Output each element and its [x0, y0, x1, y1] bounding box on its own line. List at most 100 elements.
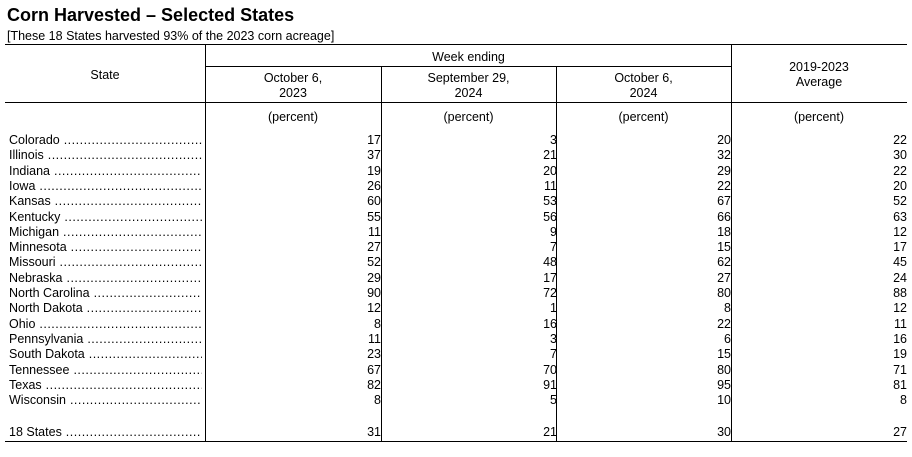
cell-c2: 3 [550, 331, 557, 346]
col-divider-2 [381, 66, 382, 442]
cell-c2: 1 [550, 301, 557, 316]
unit-col1: (percent) [267, 110, 319, 124]
cell-c1: 29 [367, 270, 381, 285]
cell-c1: 8 [374, 316, 381, 331]
leader-dots: ........................................… [86, 301, 202, 316]
leader-dots: ........................................… [45, 377, 202, 392]
cell-c3: 10 [717, 393, 731, 408]
cell-c2: 11 [544, 178, 557, 193]
cell-c1: 12 [367, 301, 381, 316]
cell-c2: 16 [543, 316, 557, 331]
row-label: Wisconsin ..............................… [9, 393, 202, 408]
cell-c4: 8 [900, 393, 907, 408]
state-name: North Carolina [9, 286, 90, 300]
cell-c3: 66 [717, 209, 731, 224]
row-label: Ohio ...................................… [9, 317, 202, 332]
cell-c3: 20 [717, 133, 731, 147]
table-row: North Carolina .........................… [7, 286, 907, 301]
cell-c2: 70 [543, 362, 557, 377]
cell-c2: 48 [543, 255, 557, 270]
header-bottom-rule [5, 102, 907, 103]
cell-c3: 22 [717, 178, 731, 193]
table-row: Wisconsin ..............................… [7, 393, 907, 408]
cell-c2: 21 [543, 425, 557, 439]
leader-dots: ........................................… [64, 209, 202, 224]
leader-dots: ........................................… [66, 270, 202, 285]
cell-c1: 67 [367, 362, 381, 377]
row-label: Nebraska ...............................… [9, 271, 202, 286]
cell-c3: 18 [717, 224, 731, 239]
top-rule [5, 44, 907, 45]
row-label: North Dakota ...........................… [9, 301, 202, 316]
cell-c1: 8 [374, 393, 381, 408]
leader-dots: ........................................… [93, 286, 202, 300]
cell-c2: 21 [543, 148, 557, 163]
state-name: South Dakota [9, 347, 85, 362]
cell-c4: 30 [893, 148, 907, 163]
cell-c4: 16 [893, 331, 907, 346]
state-name: Texas [9, 377, 42, 392]
table-row: South Dakota ...........................… [7, 347, 907, 362]
row-label: Kansas .................................… [9, 194, 202, 209]
cell-c3: 8 [724, 301, 731, 316]
table-row: Missouri ...............................… [7, 255, 907, 270]
state-name: Kansas [9, 194, 51, 209]
state-name: Colorado [9, 133, 60, 147]
state-name: Indiana [9, 163, 51, 178]
cell-c1: 11 [368, 331, 381, 346]
table-row: Kentucky ...............................… [7, 210, 907, 225]
header-col2: September 29, 2024 [427, 71, 510, 100]
state-name: Wisconsin [9, 393, 66, 408]
table-row: Tennessee ..............................… [7, 363, 907, 378]
cell-c4: 45 [893, 255, 907, 270]
cell-c1: 23 [367, 347, 381, 362]
state-name: Illinois [9, 148, 44, 163]
row-label: Texas ..................................… [9, 378, 202, 393]
leader-dots: ........................................… [65, 425, 202, 439]
cell-c4: 17 [893, 240, 907, 255]
header-week-ending: Week ending [432, 50, 505, 64]
cell-c2: 53 [543, 194, 557, 209]
cell-c4: 63 [893, 209, 907, 224]
cell-c3: 80 [717, 362, 731, 377]
cell-c1: 82 [367, 377, 381, 392]
cell-c1: 60 [367, 194, 381, 209]
cell-c1: 55 [367, 209, 381, 224]
table-row: Colorado ...............................… [7, 133, 907, 148]
unit-col3: (percent) [618, 110, 669, 124]
header-col3: October 6, 2024 [614, 71, 673, 100]
table-title: Corn Harvested – Selected States [7, 5, 295, 25]
cell-c4: 22 [893, 133, 907, 147]
header-col1: October 6, 2023 [263, 71, 323, 100]
unit-col4: (percent) [793, 110, 845, 124]
cell-c3: 29 [717, 163, 731, 178]
table-row: Iowa ...................................… [7, 179, 907, 194]
row-label: Michigan ...............................… [9, 225, 202, 240]
row-label: 18 States ..............................… [9, 425, 202, 440]
table-row: Texas ..................................… [7, 378, 907, 393]
state-name: Tennessee [9, 362, 70, 377]
cell-c3: 32 [717, 148, 731, 163]
leader-dots: ........................................… [59, 255, 202, 270]
cell-c4: 52 [893, 194, 907, 209]
cell-c3: 6 [724, 331, 731, 346]
cell-c4: 19 [893, 347, 907, 362]
unit-col2: (percent) [443, 110, 494, 124]
cell-c2: 91 [543, 377, 557, 392]
leader-dots: ........................................… [63, 133, 202, 147]
table-row: Pennsylvania ...........................… [7, 332, 907, 347]
table-bottom-rule [5, 441, 907, 442]
state-name: Ohio [9, 316, 36, 331]
cell-c4: 12 [893, 224, 907, 239]
cell-c3: 15 [717, 240, 731, 255]
cell-c4: 12 [893, 301, 907, 316]
cell-c2: 5 [550, 393, 557, 408]
table-row: Indiana ................................… [7, 164, 907, 179]
table-row: North Dakota ...........................… [7, 301, 907, 316]
cell-c3: 80 [717, 286, 731, 300]
cell-c4: 11 [894, 316, 907, 331]
table-row: Kansas .................................… [7, 194, 907, 209]
cell-c4: 71 [893, 362, 907, 377]
row-label: Kentucky ...............................… [9, 210, 202, 225]
table-row: Ohio ...................................… [7, 317, 907, 332]
